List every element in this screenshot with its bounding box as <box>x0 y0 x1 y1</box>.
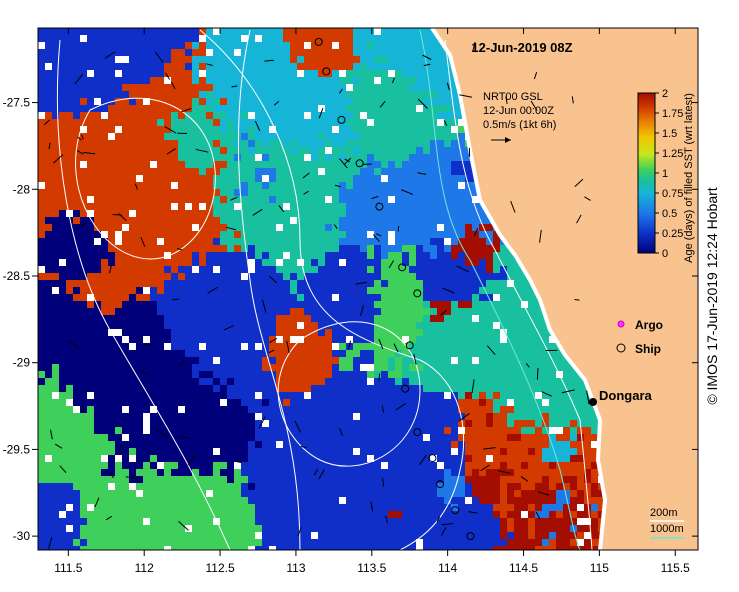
argo-symbol <box>617 320 625 328</box>
map-title: 12-Jun-2019 08Z <box>471 40 572 55</box>
colorbar-tick-label: 0.25 <box>662 228 683 240</box>
colorbar-tick-label: 1.75 <box>662 108 683 120</box>
ship-symbol <box>616 343 626 353</box>
contour-mid <box>237 29 301 550</box>
axis-ticks: 111.5 112 112.5 113 113.5 114 114.5 115 115.5 -27… <box>3 28 698 575</box>
contour-eddy-a <box>75 97 216 260</box>
current-legend-time: 12-Jun 00:00Z <box>483 105 554 117</box>
contour-west <box>56 39 231 550</box>
dongara-label: Dongara <box>599 388 653 403</box>
contour-200m <box>444 39 593 550</box>
current-legend: NRT00 GSL 12-Jun 00:00Z 0.5m/s (1kt 6h) <box>483 91 556 143</box>
bathy-1000m-label: 1000m <box>650 523 684 535</box>
colorbar-ticks: 2 1.75 1.5 1.25 1 0.75 0.5 0.25 0 <box>655 88 683 260</box>
x-tick-label: 114.5 <box>509 561 538 575</box>
marker-legend: Argo Ship <box>616 318 663 356</box>
colorbar: 2 1.75 1.5 1.25 1 0.75 0.5 0.25 0 Age (days) of … <box>637 88 695 263</box>
colorbar-label: Age (days) of filled SST (wrt latest) <box>683 93 695 263</box>
bathymetry-contours <box>56 29 593 550</box>
credit-text: © IMOS 17-Jun-2019 12:24 Hobart <box>704 187 720 405</box>
colorbar-gradient <box>637 92 656 254</box>
colorbar-tick-label: 1.25 <box>662 148 683 160</box>
x-tick-label: 111.5 <box>54 561 83 575</box>
current-legend-scale: 0.5m/s (1kt 6h) <box>483 119 556 131</box>
x-tick-label: 113.5 <box>357 561 386 575</box>
x-tick-label: 112 <box>135 561 154 575</box>
current-vectors <box>43 41 591 549</box>
dongara-marker <box>589 398 597 406</box>
colorbar-tick-label: 0.5 <box>662 208 677 220</box>
colorbar-tick-label: 2 <box>662 88 668 100</box>
y-tick-label: -27.5 <box>3 96 31 110</box>
bathymetry-legend: 200m 1000m <box>650 507 684 539</box>
x-tick-label: 112.5 <box>205 561 234 575</box>
sst-age-field <box>38 28 612 550</box>
contour-deep <box>199 29 465 550</box>
bathy-200m-label: 200m <box>650 507 678 519</box>
x-tick-label: 115.5 <box>661 561 690 575</box>
argo-label: Argo <box>635 318 663 332</box>
x-tick-label: 115 <box>590 561 609 575</box>
scale-arrow-head <box>505 137 511 143</box>
colorbar-tick-label: 1 <box>662 168 668 180</box>
ship-track <box>314 37 475 541</box>
coastline <box>430 26 608 551</box>
y-tick-label: -30 <box>13 529 31 543</box>
y-tick-label: -28 <box>13 182 31 196</box>
current-legend-source: NRT00 GSL <box>483 91 543 103</box>
contour-1000m <box>419 29 581 550</box>
land-mass <box>432 28 698 550</box>
contour-eddy-b <box>277 321 421 467</box>
plot-frame <box>37 27 699 551</box>
y-tick-label: -29.5 <box>3 442 31 456</box>
colorbar-tick-label: 0.75 <box>662 188 683 200</box>
colorbar-tick-label: 1.5 <box>662 128 677 140</box>
x-tick-label: 113 <box>286 561 305 575</box>
ship-label: Ship <box>635 342 661 356</box>
x-tick-label: 114 <box>438 561 457 575</box>
colorbar-tick-label: 0 <box>662 248 668 260</box>
y-tick-label: -28.5 <box>3 269 31 283</box>
y-tick-label: -29 <box>13 356 31 370</box>
